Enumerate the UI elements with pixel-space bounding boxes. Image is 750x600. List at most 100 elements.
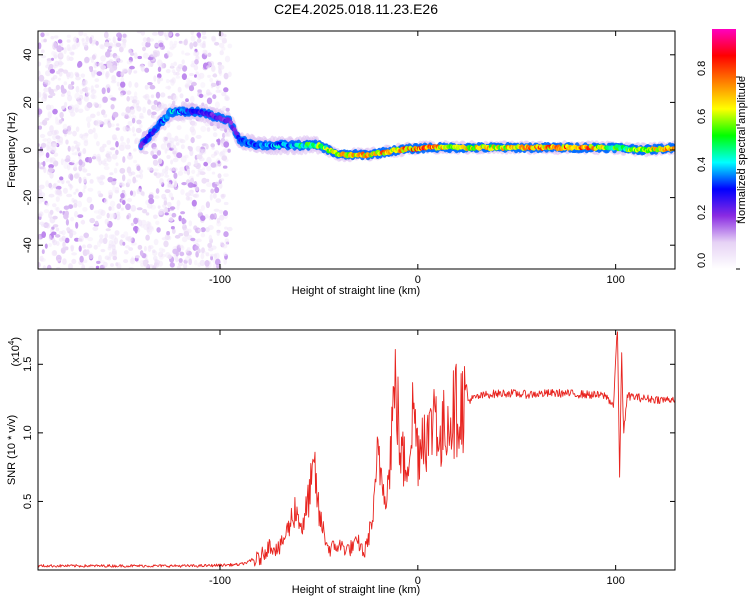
heatmap-cell <box>97 177 103 184</box>
heatmap-cell <box>112 185 116 192</box>
heatmap-cell <box>79 255 84 263</box>
y-tick-label: 0.5 <box>22 494 34 509</box>
heatmap-cell <box>175 32 180 37</box>
heatmap-cell <box>108 44 113 51</box>
heatmap-cell <box>145 212 150 216</box>
heatmap-cell <box>81 87 88 92</box>
heatmap-cell <box>119 92 124 97</box>
heatmap-cell <box>110 263 114 267</box>
heatmap-cell <box>61 235 66 241</box>
heatmap-cell <box>78 191 83 198</box>
chart-title: C2E4.2025.018.11.23.E26 <box>274 1 438 17</box>
heatmap-cell <box>83 96 88 101</box>
heatmap-cell <box>211 35 216 42</box>
heatmap-cell <box>75 144 80 149</box>
heatmap-cell <box>166 79 170 84</box>
heatmap-cell <box>206 65 211 69</box>
heatmap-cell <box>167 51 173 58</box>
heatmap-cell <box>103 166 110 171</box>
heatmap-cell <box>123 259 129 264</box>
heatmap-cell <box>161 237 168 241</box>
heatmap-cell <box>200 215 206 222</box>
heatmap-cell <box>114 55 120 62</box>
heatmap-cell <box>58 119 63 124</box>
heatmap-cell <box>122 241 126 246</box>
heatmap-cell <box>147 56 154 61</box>
heatmap-cell <box>114 237 119 245</box>
heatmap-cell <box>107 122 112 128</box>
heatmap-cell <box>80 220 85 225</box>
heatmap-cell <box>213 208 220 212</box>
heatmap-cell <box>52 203 57 208</box>
heatmap-cell <box>183 39 188 46</box>
colorbar-tick-label: 0.4 <box>696 157 708 172</box>
heatmap-cell <box>120 135 124 142</box>
heatmap-cell <box>60 247 66 254</box>
spectrogram-y-ticks: -40 -20 0 20 40 <box>22 49 675 253</box>
heatmap-cell <box>110 104 115 110</box>
heatmap-cell <box>52 239 58 246</box>
heatmap-cell <box>170 159 174 165</box>
heatmap-cell <box>196 73 202 81</box>
heatmap-cell <box>40 49 45 53</box>
heatmap-cell <box>111 75 116 82</box>
heatmap-cell <box>160 92 166 98</box>
heatmap-cell <box>193 259 198 266</box>
heatmap-cell <box>210 162 217 168</box>
heatmap-cell <box>190 35 196 42</box>
heatmap-cell <box>73 191 77 195</box>
heatmap-cell <box>184 52 191 56</box>
heatmap-cell <box>69 231 73 239</box>
heatmap-cell <box>196 32 201 38</box>
heatmap-cell <box>181 218 187 224</box>
heatmap-cell <box>105 228 111 232</box>
heatmap-cell <box>73 166 78 172</box>
heatmap-cell <box>92 127 96 133</box>
heatmap-cell <box>82 188 86 194</box>
heatmap-cell <box>55 206 60 212</box>
heatmap-cell <box>47 110 52 118</box>
heatmap-cell <box>86 196 93 204</box>
heatmap-cell <box>151 104 157 111</box>
heatmap-cell <box>69 104 75 112</box>
heatmap-cell <box>151 111 157 116</box>
heatmap-cell <box>181 236 188 243</box>
heatmap-cell <box>52 250 57 256</box>
heatmap-cell <box>64 237 70 244</box>
heatmap-cell <box>224 226 228 230</box>
heatmap-cell <box>92 153 97 160</box>
heatmap-cell <box>167 181 172 188</box>
heatmap-cell <box>177 170 184 176</box>
heatmap-cell <box>176 125 182 131</box>
heatmap-cell <box>89 179 94 184</box>
heatmap-cell <box>223 33 227 38</box>
heatmap-cell <box>200 233 206 238</box>
heatmap-cell <box>126 60 133 65</box>
heatmap-cell <box>51 41 58 49</box>
heatmap-cell <box>177 247 181 253</box>
heatmap-cell <box>223 72 229 80</box>
heatmap-cell <box>104 218 110 225</box>
heatmap-cell <box>125 106 131 114</box>
heatmap-cell <box>179 244 184 249</box>
heatmap-cell <box>90 58 94 63</box>
heatmap-cell <box>88 128 94 135</box>
heatmap-cell <box>106 212 110 219</box>
heatmap-cell <box>184 134 189 141</box>
heatmap-cell <box>131 117 136 124</box>
heatmap-cell <box>132 95 138 101</box>
heatmap-cell <box>127 120 133 127</box>
heatmap-cell <box>172 94 178 102</box>
heatmap-cell <box>52 75 58 80</box>
heatmap-cell <box>148 225 154 232</box>
heatmap-cell <box>103 113 108 118</box>
heatmap-cell <box>93 69 97 75</box>
heatmap-cell <box>190 137 195 144</box>
heatmap-cell <box>155 188 160 194</box>
heatmap-cell <box>144 84 149 90</box>
heatmap-cell <box>116 81 120 87</box>
heatmap-cell <box>168 192 173 198</box>
heatmap-cell <box>215 89 221 93</box>
heatmap-cell <box>40 55 47 59</box>
heatmap-cell <box>128 247 134 251</box>
